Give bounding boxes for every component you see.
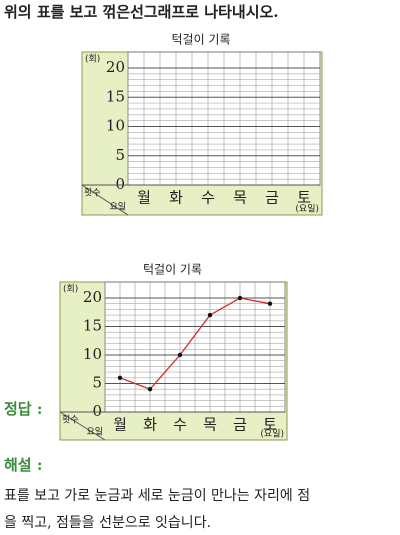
corner-x-label: 요일 (86, 427, 103, 438)
corner-y-label: 횟수 (62, 414, 79, 426)
x-tick-label: 수 (173, 416, 187, 434)
y-tick-label: 10 (83, 345, 102, 363)
x-tick-label: 토 (297, 189, 311, 207)
chart-title: 턱걸이 기록 (171, 33, 230, 47)
instruction: 위의 표를 보고 꺾은선그래프로 나타내시오. (4, 3, 279, 21)
x-unit: (요일) (295, 204, 319, 215)
data-point (207, 312, 213, 318)
x-tick-label: 월 (113, 416, 127, 434)
y-tick-label: 20 (83, 288, 102, 306)
x-tick-label: 금 (233, 416, 247, 434)
x-unit: (요일) (260, 429, 284, 440)
x-tick-label: 금 (265, 189, 279, 207)
corner-diagonal (59, 411, 106, 441)
y-tick-label: 10 (106, 117, 125, 135)
data-point (267, 301, 273, 306)
explanation-line: 표를 보고 가로 눈금과 세로 눈금이 만나는 자리에 점 (4, 488, 310, 504)
y-tick-label: 20 (106, 58, 125, 76)
chart-title: 턱걸이 기록 (143, 263, 202, 277)
y-tick-label: 15 (83, 317, 102, 335)
data-point (177, 352, 183, 358)
y-tick-label: 15 (106, 87, 125, 105)
data-line (119, 297, 271, 390)
x-tick-label: 수 (201, 189, 215, 207)
data-point (117, 375, 123, 380)
x-tick-label: 화 (169, 189, 183, 207)
y-unit: (회) (85, 54, 100, 65)
corner-x-label: 요일 (109, 202, 126, 213)
corner-diagonal (81, 184, 129, 216)
explanation-label: 해설 : (4, 456, 42, 474)
x-tick-label: 목 (203, 416, 217, 434)
y-tick-label: 5 (92, 374, 102, 392)
x-tick-label: 월 (137, 189, 151, 207)
y-unit: (회) (63, 284, 78, 295)
x-tick-label: 목 (233, 189, 247, 207)
data-point (147, 387, 153, 392)
x-tick-label: 토 (263, 416, 277, 434)
x-tick-label: 화 (143, 416, 157, 434)
y-tick-label: 5 (115, 146, 125, 164)
answer-label: 정답 : (4, 400, 42, 418)
explanation-line: 을 찍고, 점들을 선분으로 잇습니다. (4, 515, 211, 531)
y-tick-label: 0 (115, 175, 125, 193)
corner-y-label: 횟수 (84, 187, 101, 199)
data-point (237, 295, 243, 301)
y-tick-label: 0 (92, 402, 102, 420)
